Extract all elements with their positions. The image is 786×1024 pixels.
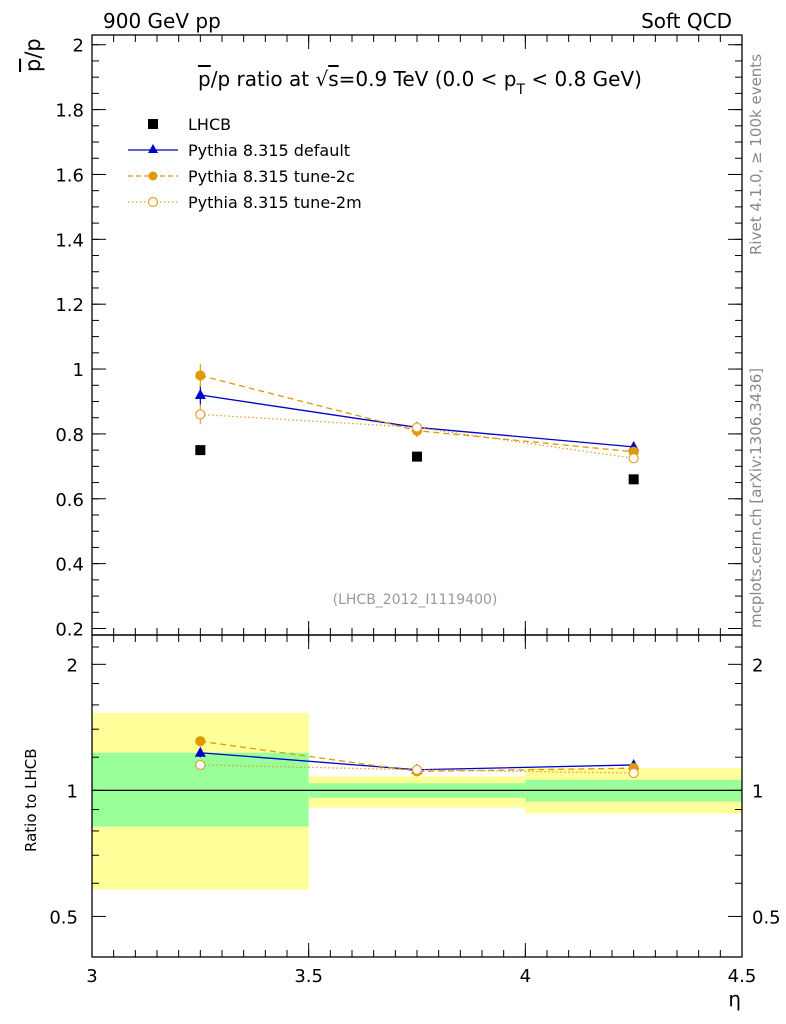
ratio-tick-label-right-0: 0.5 [752,907,781,928]
legend-tune2m-label: Pythia 8.315 tune-2m [188,193,362,212]
data-point-2 [628,474,639,485]
y-tick-label-1: 0.4 [55,555,84,576]
legend-data-label: LHCB [188,115,231,134]
analysis-id: (LHCB_2012_I1119400) [333,592,498,608]
ratio-bands [92,713,742,890]
data-point-1 [412,451,422,462]
title-sub: T [515,82,525,98]
ratio-axis-label: Ratio to LHCB [22,748,40,852]
ratio-tick-label-left-0: 0.5 [49,907,78,928]
ratio-point-tune2m-0 [195,759,206,771]
data-point-0 [195,445,206,456]
y-tick-label-6: 1.4 [55,230,84,251]
y-tick-label-8: 1.8 [55,101,84,122]
axis-ticks: 3 3.5 4 4.5 0.2 0.4 0.6 0.8 1 1.2 1.4 1.6 1.8 2 0.5 0.5… [49,35,781,987]
y-tick-label-7: 1.6 [55,165,84,186]
y-tick-label-9: 2 [73,36,84,57]
mcplots-label: mcplots.cern.ch [arXiv:1306.3436] [747,368,765,628]
y-tick-label-5: 1.2 [55,295,84,316]
y-axis-label-bar: p [21,59,45,72]
y-tick-label-2: 0.6 [55,490,84,511]
x-tick-label-0: 3 [86,966,97,987]
y-tick-label-3: 0.8 [55,425,84,446]
ratio-tick-label-left-2: 2 [67,655,78,676]
header-right: Soft QCD [641,9,732,33]
ratio-point-tune2c-0 [195,736,206,747]
y-tick-label-4: 1 [73,360,84,381]
legend-default-label: Pythia 8.315 default [188,141,350,160]
ratio-point-tune2m-2 [628,767,639,779]
ratio-point-default-0 [194,746,206,757]
ratio-tick-label-right-2: 2 [752,655,763,676]
point-tune2m-1 [411,422,423,433]
ratio-tick-label-right-1: 1 [752,781,763,802]
legend-default-marker [148,144,158,153]
legend-tune2c-label: Pythia 8.315 tune-2c [188,167,355,186]
title-part-3: < 0.8 GeV) [525,67,642,91]
series-line-tune2c [200,374,634,453]
x-tick-label-2: 4 [520,966,531,987]
chart-title: p/p ratio at √s=0.9 TeV (0.0 < pT < 0.8 … [198,67,642,98]
rivet-label: Rivet 4.1.0, ≥ 100k events [747,54,765,255]
title-part-1: /p ratio at [211,67,316,91]
main-marks [194,364,640,485]
ratio-tick-label-left-1: 1 [67,781,78,802]
point-tune2m-2 [628,453,639,464]
title-pbar: p [198,67,211,91]
ratio-marks [194,736,640,779]
ratio-point-tune2m-1 [411,764,423,775]
title-sqrt: √ [315,67,328,91]
x-tick-label-3: 4.5 [728,966,757,987]
point-default-0 [194,389,206,399]
point-tune2c-0 [195,370,206,381]
title-s: s [328,67,338,91]
legend: LHCB Pythia 8.315 default Pythia 8.315 t… [128,115,362,212]
x-tick-label-1: 3.5 [294,966,323,987]
point-tune2m-0 [195,409,206,420]
legend-tune2m-marker [147,196,159,208]
y-tick-label-0: 0.2 [55,620,84,641]
x-axis-label: η [728,987,741,1011]
y-axis-label: p/p [21,38,45,72]
ratio-line-tune2c [200,740,634,773]
header-left: 900 GeV pp [103,9,221,33]
y-axis-label-rest: /p [21,38,45,58]
title-part-2: =0.9 TeV (0.0 < p [339,67,517,91]
legend-data-marker [148,119,158,129]
legend-tune2c-marker [148,171,158,181]
series-line-default [200,394,634,448]
